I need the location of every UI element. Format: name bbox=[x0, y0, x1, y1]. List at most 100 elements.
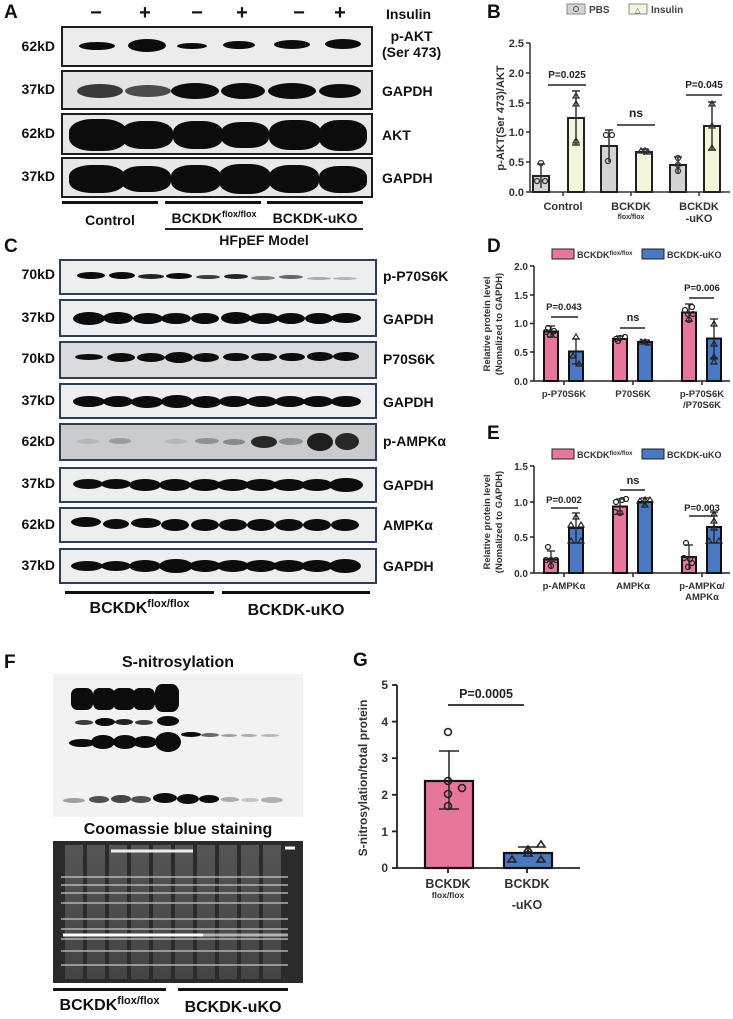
svg-text:5: 5 bbox=[381, 678, 388, 692]
blot-akt bbox=[61, 113, 373, 155]
blot-label: P70S6K bbox=[383, 351, 436, 367]
p-value: P=0.043 bbox=[546, 302, 582, 313]
svg-text:-uKO: -uKO bbox=[686, 213, 713, 225]
blot-gapdh bbox=[59, 299, 377, 337]
p-value: P=0.002 bbox=[546, 495, 582, 506]
blot-gapdh bbox=[59, 467, 377, 503]
svg-text:Relative protein level: Relative protein level bbox=[482, 474, 493, 569]
model-label: HFpEF Model bbox=[219, 232, 309, 248]
svg-text:0.5: 0.5 bbox=[514, 348, 528, 359]
kd-label: 37kD bbox=[21, 168, 55, 184]
blot-label-akt: AKT bbox=[382, 127, 411, 143]
svg-text:p-AMPKα/: p-AMPKα/ bbox=[679, 581, 725, 592]
group-label-flox: BCKDKflox/flox bbox=[65, 598, 214, 618]
legend-uko: BCKDK-uKO bbox=[667, 250, 722, 260]
svg-text:0.5: 0.5 bbox=[514, 533, 528, 544]
blot-gapdh-2 bbox=[61, 157, 373, 198]
svg-text:4: 4 bbox=[381, 715, 388, 729]
blot-label-line: p-AKT bbox=[390, 28, 433, 44]
insulin-sign: − bbox=[90, 2, 102, 24]
svg-text:Relative protein level: Relative protein level bbox=[482, 276, 493, 371]
legend-pbs: PBS bbox=[589, 5, 610, 16]
group-label-uko: BCKDK-uKO bbox=[247, 602, 345, 619]
svg-text:p-P70S6K: p-P70S6K bbox=[542, 389, 586, 400]
svg-text:(Nomalized to GAPDH): (Nomalized to GAPDH) bbox=[494, 471, 505, 573]
group-label-text: BCKDK bbox=[89, 600, 148, 617]
kd-label: 62kD bbox=[21, 433, 55, 449]
panel-letter-b: B bbox=[487, 2, 501, 23]
blot-gapdh bbox=[59, 548, 377, 584]
svg-text:3: 3 bbox=[381, 751, 388, 765]
svg-text:1.5: 1.5 bbox=[514, 462, 528, 473]
blot-label-gapdh: GAPDH bbox=[382, 170, 433, 186]
group-bar bbox=[53, 988, 166, 991]
group-label-text: BCKDK bbox=[59, 997, 118, 1014]
group-bar bbox=[62, 201, 158, 204]
panel-letter-f: F bbox=[4, 652, 16, 673]
svg-text:1.5: 1.5 bbox=[514, 291, 528, 302]
insulin-label: Insulin bbox=[386, 6, 432, 22]
blot-p-ampk bbox=[59, 423, 377, 461]
svg-text:Control: Control bbox=[543, 201, 582, 213]
group-label-flox: BCKDKflox/flox bbox=[53, 995, 166, 1015]
svg-text:AMPKα: AMPKα bbox=[616, 581, 650, 592]
blot-label: p-AMPKα bbox=[383, 433, 447, 449]
group-bar bbox=[178, 988, 288, 991]
s-nitrosylation-gel bbox=[53, 674, 303, 817]
svg-text:0.0: 0.0 bbox=[514, 377, 528, 388]
svg-text:2.0: 2.0 bbox=[509, 68, 524, 80]
kd-label: 62kD bbox=[21, 516, 55, 532]
svg-text:BCKDK: BCKDK bbox=[679, 201, 719, 213]
chart-d: BCKDKflox/flox BCKDK-uKO 0.0 0.5 1.0 1.5… bbox=[482, 248, 730, 411]
panel-letter-e: E bbox=[487, 423, 500, 444]
blot-label-gapdh: GAPDH bbox=[382, 83, 433, 99]
p-value: ns bbox=[627, 475, 640, 487]
svg-text:△: △ bbox=[635, 8, 641, 15]
model-bar bbox=[165, 228, 363, 230]
svg-text:1.0: 1.0 bbox=[514, 498, 528, 509]
blot-label: p-P70S6K bbox=[383, 268, 449, 284]
kd-label: 62kD bbox=[21, 125, 55, 141]
kd-label: 70kD bbox=[21, 266, 55, 282]
blot-p-akt bbox=[61, 26, 373, 67]
x-label-uko-suffix: -uKO bbox=[511, 898, 543, 912]
svg-text:0.0: 0.0 bbox=[514, 569, 528, 580]
svg-text:0.0: 0.0 bbox=[509, 187, 524, 199]
svg-text:(Nomalized to GAPDH): (Nomalized to GAPDH) bbox=[494, 273, 505, 375]
svg-text:2: 2 bbox=[381, 788, 388, 802]
chart-g: 0 1 2 3 4 5 S-nitrosylation/total protei… bbox=[356, 678, 580, 900]
blot-label: GAPDH bbox=[383, 477, 434, 493]
insulin-sign: + bbox=[236, 2, 248, 24]
kd-label: 70kD bbox=[21, 350, 55, 366]
panel-letter-d: D bbox=[487, 236, 501, 257]
blot-label: AMPKα bbox=[383, 517, 433, 533]
legend-flox: BCKDKflox/flox bbox=[577, 250, 633, 260]
legend-uko: BCKDK-uKO bbox=[667, 450, 722, 460]
svg-text:p-P70S6K: p-P70S6K bbox=[680, 389, 724, 400]
panel-letter-c: C bbox=[4, 236, 18, 257]
blot-ampk bbox=[59, 507, 377, 543]
svg-text:2.5: 2.5 bbox=[509, 38, 524, 50]
blot-p-p70s6k bbox=[59, 259, 377, 295]
blot-gapdh-1 bbox=[61, 70, 373, 110]
svg-text:P70S6K: P70S6K bbox=[615, 389, 651, 400]
blot-label-line: (Ser 473) bbox=[382, 44, 442, 60]
p-value: P=0.045 bbox=[685, 80, 723, 91]
svg-text:1.5: 1.5 bbox=[509, 98, 524, 110]
svg-text:1: 1 bbox=[381, 825, 388, 839]
y-axis-label: S-nitrosylation/total protein bbox=[356, 700, 370, 857]
svg-text:0: 0 bbox=[381, 861, 388, 875]
s-nitrosylation-title: S-nitrosylation bbox=[121, 654, 234, 671]
kd-label: 37kD bbox=[21, 392, 55, 408]
insulin-sign: − bbox=[293, 2, 305, 24]
insulin-sign: − bbox=[191, 2, 203, 24]
group-label-flox: BCKDKflox/flox bbox=[164, 209, 264, 226]
insulin-sign: + bbox=[139, 2, 151, 24]
svg-text:p-AMPKα: p-AMPKα bbox=[543, 581, 586, 592]
coomassie-title: Coomassie blue staining bbox=[83, 821, 273, 838]
panel-letter-a: A bbox=[4, 2, 18, 23]
insulin-sign: + bbox=[334, 2, 346, 24]
svg-text:BCKDK: BCKDK bbox=[611, 201, 651, 213]
group-label-sup: flox/flox bbox=[222, 209, 257, 219]
group-bar bbox=[65, 591, 214, 594]
